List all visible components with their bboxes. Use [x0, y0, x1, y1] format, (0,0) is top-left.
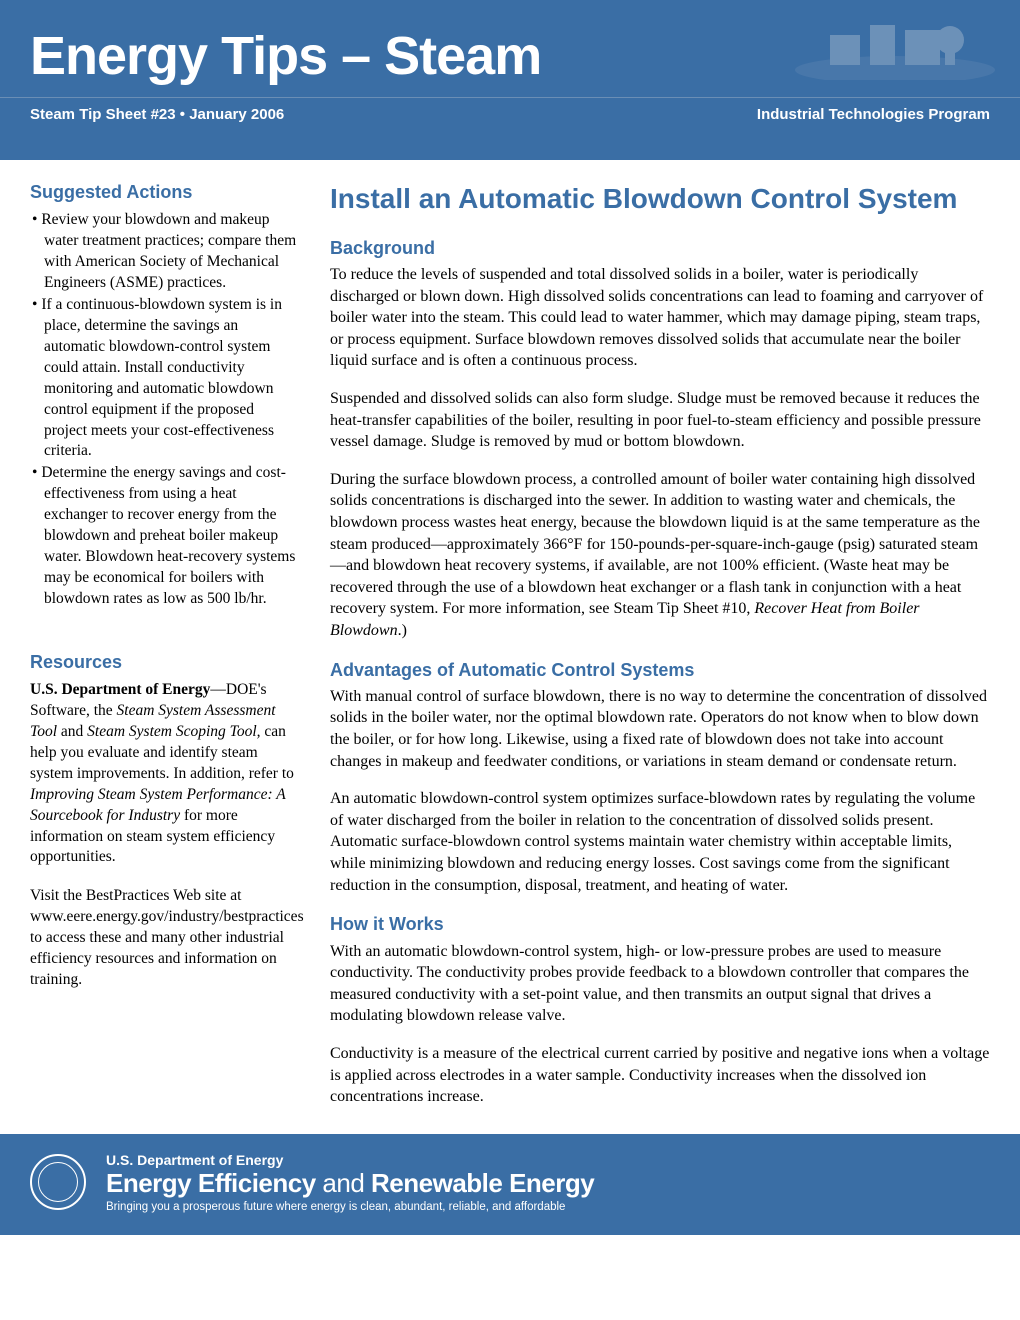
header-subbar: Steam Tip Sheet #23 • January 2006 Indus…: [0, 97, 1020, 131]
howitworks-p1: With an automatic blowdown-control syste…: [330, 941, 990, 1027]
advantages-p1: With manual control of surface blowdown,…: [330, 686, 990, 772]
howitworks-heading: How it Works: [330, 912, 990, 936]
tip-sheet-line: Steam Tip Sheet #23 • January 2006: [30, 106, 284, 123]
action-item: Review your blowdown and makeup water tr…: [32, 210, 300, 294]
header-banner: Energy Tips – Steam Steam Tip Sheet #23 …: [0, 0, 1020, 160]
program-name: Industrial Technologies Program: [757, 106, 990, 123]
resources-heading: Resources: [30, 650, 300, 674]
page: Energy Tips – Steam Steam Tip Sheet #23 …: [0, 0, 1020, 1235]
background-p2: Suspended and dissolved solids can also …: [330, 388, 990, 453]
background-p3: During the surface blowdown process, a c…: [330, 469, 990, 642]
main-column: Install an Automatic Blowdown Control Sy…: [330, 180, 990, 1124]
footer-banner: U.S. Department of Energy Energy Efficie…: [0, 1134, 1020, 1235]
suggested-actions-list: Review your blowdown and makeup water tr…: [30, 210, 300, 610]
footer-text: U.S. Department of Energy Energy Efficie…: [106, 1152, 594, 1213]
action-item: Determine the energy savings and cost-ef…: [32, 463, 300, 609]
advantages-heading: Advantages of Automatic Control Systems: [330, 658, 990, 682]
howitworks-p2: Conductivity is a measure of the electri…: [330, 1043, 990, 1108]
main-title: Install an Automatic Blowdown Control Sy…: [330, 180, 990, 218]
footer-eere: Energy Efficiency and Renewable Energy: [106, 1168, 594, 1199]
footer-tagline: Bringing you a prosperous future where e…: [106, 1201, 594, 1213]
action-item: If a continuous-blowdown system is in pl…: [32, 295, 300, 462]
content-area: Suggested Actions Review your blowdown a…: [0, 160, 1020, 1134]
background-heading: Background: [330, 236, 990, 260]
suggested-actions-heading: Suggested Actions: [30, 180, 300, 204]
background-p1: To reduce the levels of suspended and to…: [330, 264, 990, 372]
footer-dept: U.S. Department of Energy: [106, 1152, 594, 1168]
advantages-p2: An automatic blowdown-control system opt…: [330, 788, 990, 896]
header-graphic: [790, 10, 1000, 85]
resources-paragraph-1: U.S. Department of Energy—DOE's Software…: [30, 680, 300, 868]
doe-label: U.S. Department of Energy: [30, 681, 210, 698]
sidebar: Suggested Actions Review your blowdown a…: [30, 180, 300, 1124]
resources-paragraph-2: Visit the BestPractices Web site at www.…: [30, 886, 300, 991]
doe-seal-icon: [30, 1154, 86, 1210]
